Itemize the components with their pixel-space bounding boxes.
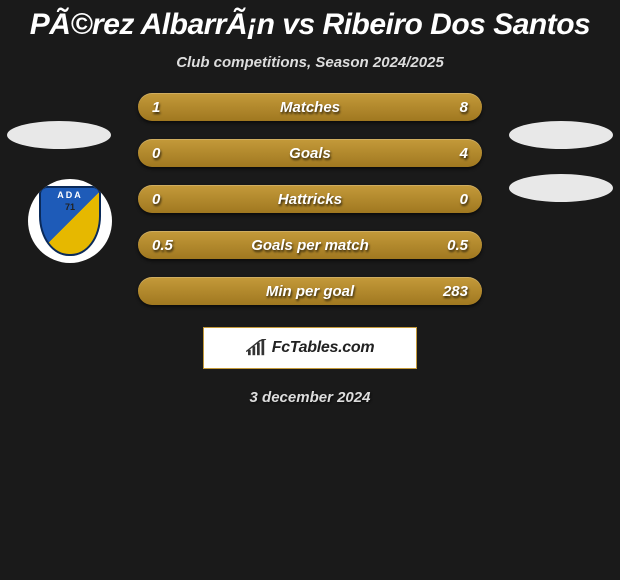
stat-label: Hattricks bbox=[278, 191, 342, 208]
stat-right-value: 8 bbox=[460, 99, 468, 116]
stat-label: Matches bbox=[280, 99, 340, 116]
stat-right-value: 0 bbox=[460, 191, 468, 208]
stat-right-value: 0.5 bbox=[447, 237, 468, 254]
brand-text: FcTables.com bbox=[272, 339, 375, 357]
club-shield-icon bbox=[39, 186, 101, 256]
barchart-icon bbox=[246, 339, 268, 357]
stat-right-value: 4 bbox=[460, 145, 468, 162]
player-right-flag-2 bbox=[509, 174, 613, 202]
club-logo-left bbox=[28, 179, 112, 263]
stat-row-min-per-goal: Min per goal 283 bbox=[138, 277, 482, 305]
stat-left-value: 0 bbox=[152, 145, 160, 162]
stat-left-value: 0 bbox=[152, 191, 160, 208]
stat-row-matches: 1 Matches 8 bbox=[138, 93, 482, 121]
stat-left-value: 1 bbox=[152, 99, 160, 116]
subtitle: Club competitions, Season 2024/2025 bbox=[0, 54, 620, 71]
page-title: PÃ©rez AlbarrÃ¡n vs Ribeiro Dos Santos bbox=[0, 0, 620, 42]
stat-row-goals-per-match: 0.5 Goals per match 0.5 bbox=[138, 231, 482, 259]
stat-right-value: 283 bbox=[443, 283, 468, 300]
stat-row-goals: 0 Goals 4 bbox=[138, 139, 482, 167]
player-left-flag bbox=[7, 121, 111, 149]
player-right-flag bbox=[509, 121, 613, 149]
stat-row-hattricks: 0 Hattricks 0 bbox=[138, 185, 482, 213]
stat-left-value: 0.5 bbox=[152, 237, 173, 254]
stat-label: Goals bbox=[289, 145, 331, 162]
brand-box[interactable]: FcTables.com bbox=[203, 327, 417, 369]
stat-label: Min per goal bbox=[266, 283, 354, 300]
stat-label: Goals per match bbox=[251, 237, 369, 254]
date-text: 3 december 2024 bbox=[0, 389, 620, 406]
